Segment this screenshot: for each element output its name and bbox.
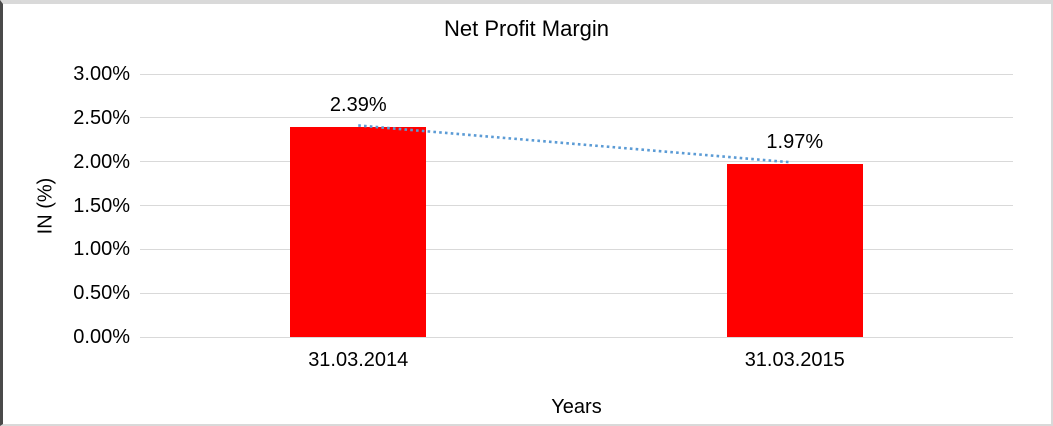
bar-31.03.2015 xyxy=(726,164,863,337)
gridline xyxy=(140,292,1013,294)
trendline-segment xyxy=(358,124,791,164)
chart-title: Net Profit Margin xyxy=(443,16,610,41)
y-axis-tick-label: 2.50% xyxy=(73,106,130,129)
y-axis-tick-label: 3.00% xyxy=(73,63,130,85)
gridline xyxy=(140,161,1013,163)
trendline xyxy=(358,124,791,164)
gridline xyxy=(140,336,1013,338)
y-axis-tick-label: 1.50% xyxy=(73,194,130,217)
bar-value-label: 2.39% xyxy=(329,94,387,117)
bar-value-label: 1.97% xyxy=(766,131,824,154)
gridline xyxy=(140,117,1013,119)
y-axis-tick-label: 0.50% xyxy=(73,282,130,305)
gridline xyxy=(140,73,1013,75)
x-axis-title: Years xyxy=(551,396,602,418)
x-axis-tick-label: 31.03.2015 xyxy=(744,349,845,371)
x-axis-tick-label: 31.03.2014 xyxy=(308,349,409,371)
gridline xyxy=(140,205,1013,206)
y-axis-tick-label: 1.00% xyxy=(73,238,130,261)
gridline xyxy=(140,248,1013,250)
plot-area: 2.39% 1.97% xyxy=(140,73,1013,338)
y-axis-tick-label: 2.00% xyxy=(73,150,130,173)
y-axis-tick-label: 0.00% xyxy=(73,326,130,348)
bar-31.03.2014 xyxy=(290,127,427,337)
